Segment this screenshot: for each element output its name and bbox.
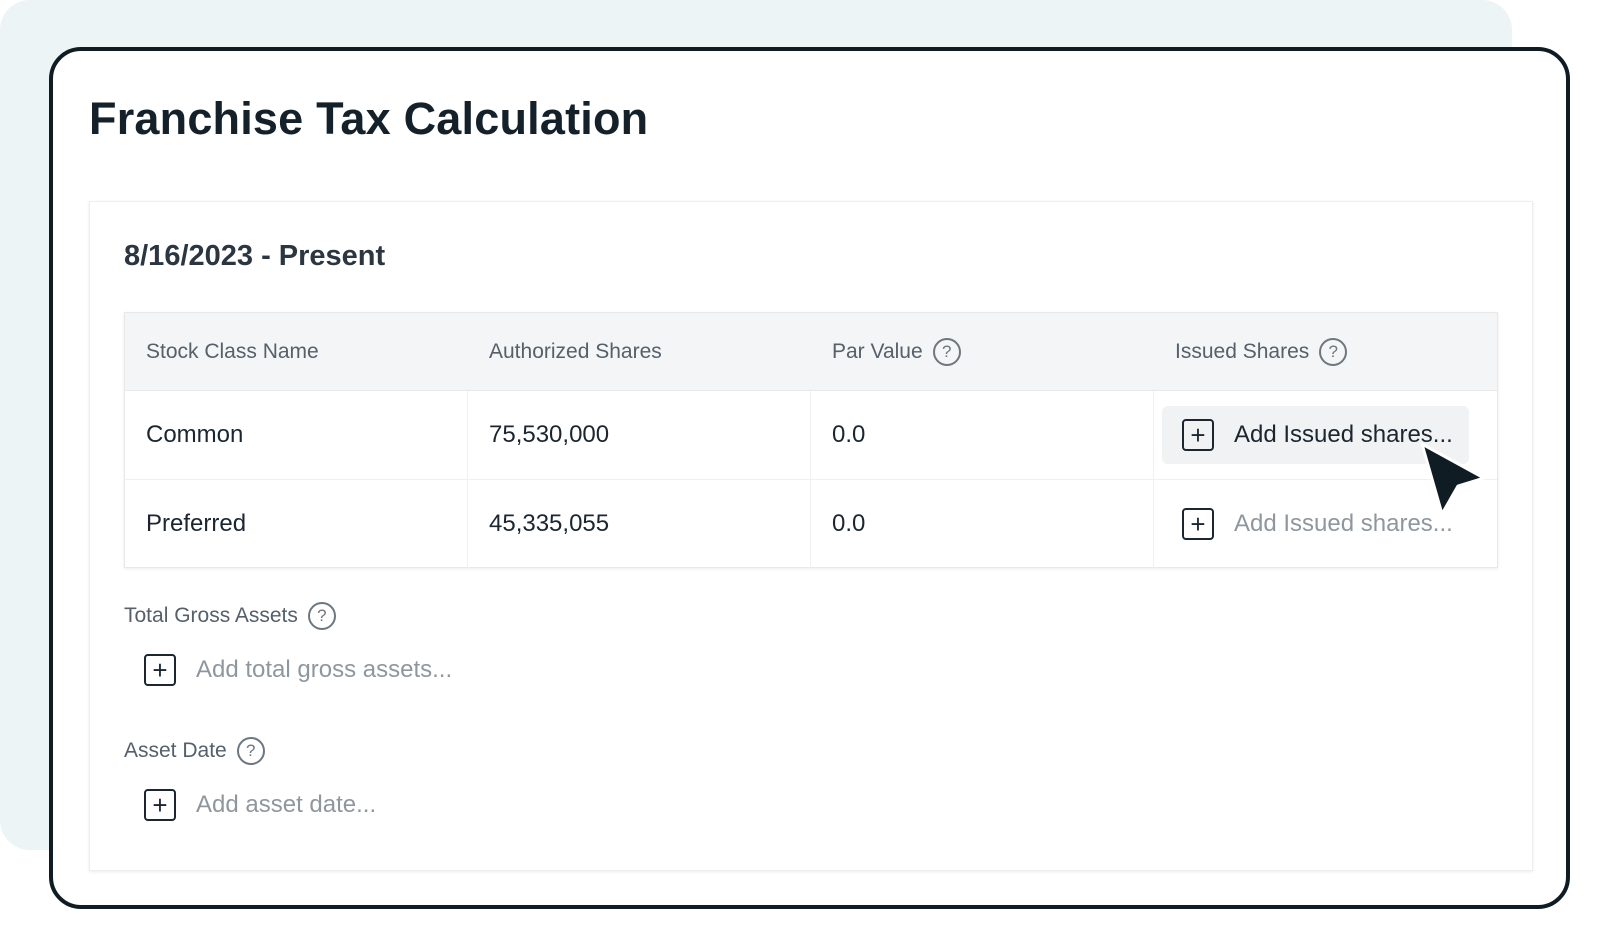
header-stock-class-name: Stock Class Name (146, 340, 319, 363)
table-row: Preferred 45,335,055 0.0 + Add Issued sh… (125, 479, 1497, 568)
par-value-cell: 0.0 (811, 480, 1154, 568)
stock-class-name-cell: Preferred (125, 480, 468, 568)
header-par-value: Par Value ? (811, 313, 1154, 391)
stock-class-name-cell: Common (125, 391, 468, 479)
authorized-shares-cell: 45,335,055 (468, 480, 811, 568)
plus-icon: + (144, 789, 176, 821)
add-issued-shares-label: Add Issued shares... (1234, 421, 1453, 448)
header-issued-shares: Issued Shares ? (1154, 313, 1497, 391)
help-icon[interactable]: ? (1319, 338, 1348, 366)
table-header: Stock Class Name Authorized Shares Par V… (125, 313, 1497, 391)
add-total-gross-assets-label: Add total gross assets... (196, 656, 453, 683)
issued-shares-cell: + Add Issued shares... (1154, 480, 1497, 568)
add-asset-date-button[interactable]: + Add asset date... (144, 789, 376, 821)
add-issued-shares-button[interactable]: + Add Issued shares... (1162, 495, 1469, 553)
period-heading: 8/16/2023 - Present (124, 240, 386, 272)
help-icon[interactable]: ? (307, 602, 336, 630)
issued-shares-cell: + Add Issued shares... (1154, 391, 1497, 479)
add-issued-shares-button[interactable]: + Add Issued shares... (1162, 406, 1469, 464)
plus-icon: + (144, 654, 176, 686)
par-value-cell: 0.0 (811, 391, 1154, 479)
header-authorized-shares: Authorized Shares (489, 340, 662, 363)
plus-icon: + (1182, 419, 1214, 451)
table-row: Common 75,530,000 0.0 + Add Issued share… (125, 391, 1497, 479)
asset-date-label: Asset Date ? (124, 737, 265, 765)
mouse-cursor-icon (1420, 442, 1486, 516)
add-asset-date-label: Add asset date... (196, 791, 377, 818)
plus-icon: + (1182, 508, 1214, 540)
add-issued-shares-label: Add Issued shares... (1234, 510, 1453, 537)
app-window: Franchise Tax Calculation 8/16/2023 - Pr… (49, 47, 1570, 909)
help-icon[interactable]: ? (932, 338, 961, 366)
help-icon[interactable]: ? (236, 737, 265, 765)
tax-period-card: 8/16/2023 - Present Stock Class Name Aut… (89, 201, 1533, 871)
authorized-shares-cell: 75,530,000 (468, 391, 811, 479)
page-title: Franchise Tax Calculation (89, 93, 649, 144)
total-gross-assets-label: Total Gross Assets ? (124, 602, 336, 630)
add-total-gross-assets-button[interactable]: + Add total gross assets... (144, 654, 452, 686)
stock-class-table: Stock Class Name Authorized Shares Par V… (124, 312, 1498, 568)
